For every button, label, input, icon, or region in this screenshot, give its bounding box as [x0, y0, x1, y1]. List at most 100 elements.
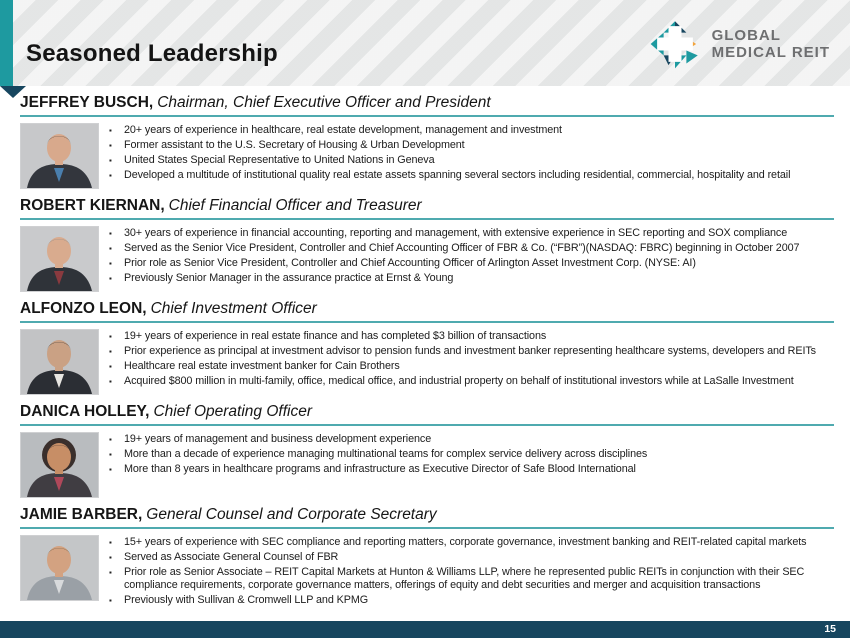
bullet-marker-icon: ▪ [109, 141, 112, 150]
bullet-text: 19+ years of experience in real estate f… [124, 330, 547, 342]
section-divider [20, 527, 834, 529]
executive-heading: ALFONZO LEON, Chief Investment Officer [20, 300, 834, 318]
bullet-text: United States Special Representative to … [124, 154, 435, 166]
bullet-marker-icon: ▪ [109, 347, 112, 356]
executive-section: ALFONZO LEON, Chief Investment Officer ▪ 1… [20, 300, 834, 395]
executive-heading: JAMIE BARBER, General Counsel and Corpora… [20, 506, 834, 524]
bullet-list: ▪ 19+ years of management and business de… [107, 433, 834, 498]
bullet-item: ▪ Prior role as Senior Associate – REIT C… [107, 566, 834, 592]
portrait-silhouette [21, 124, 98, 188]
page-title: Seasoned Leadership [26, 40, 278, 67]
bullet-marker-icon: ▪ [109, 377, 112, 386]
bullet-text: Served as Associate General Counsel of F… [124, 551, 339, 563]
bullet-text: Previously with Sullivan & Cromwell LLP … [124, 594, 369, 606]
bullet-item: ▪ Served as Associate General Counsel of … [107, 551, 834, 564]
bullet-marker-icon: ▪ [109, 274, 112, 283]
executive-section: DANICA HOLLEY, Chief Operating Officer ▪ 1… [20, 403, 834, 498]
executive-section: JAMIE BARBER, General Counsel and Corpora… [20, 506, 834, 609]
bullet-marker-icon: ▪ [109, 171, 112, 180]
executive-photo [20, 226, 99, 292]
portrait-silhouette [21, 330, 98, 394]
executive-title: Chief Financial Officer and Treasurer [168, 197, 422, 214]
bullet-list: ▪ 19+ years of experience in real estate … [107, 330, 834, 395]
executive-photo [20, 123, 99, 189]
bullet-text: Acquired $800 million in multi-family, o… [124, 375, 794, 387]
section-divider [20, 115, 834, 117]
bullet-list: ▪ 30+ years of experience in financial ac… [107, 227, 834, 292]
bullet-text: More than 8 years in healthcare programs… [124, 463, 636, 475]
bullet-item: ▪ 19+ years of management and business de… [107, 433, 834, 446]
bullet-item: ▪ 30+ years of experience in financial ac… [107, 227, 834, 240]
executive-section: ROBERT KIERNAN, Chief Financial Officer a… [20, 197, 834, 292]
page-number: 15 [824, 623, 836, 635]
bullet-text: Prior role as Senior Associate – REIT Ca… [124, 566, 805, 591]
bullet-list: ▪ 20+ years of experience in healthcare, … [107, 124, 834, 189]
section-divider [20, 218, 834, 220]
portrait-silhouette [21, 227, 98, 291]
bullet-marker-icon: ▪ [109, 156, 112, 165]
executive-name: DANICA HOLLEY, [20, 403, 150, 420]
bullet-marker-icon: ▪ [109, 538, 112, 547]
section-divider [20, 424, 834, 426]
executive-body: ▪ 20+ years of experience in healthcare, … [20, 123, 834, 189]
bullet-marker-icon: ▪ [109, 126, 112, 135]
bullet-text: Former assistant to the U.S. Secretary o… [124, 139, 465, 151]
executive-section: JEFFREY BUSCH, Chairman, Chief Executive … [20, 94, 834, 189]
bullet-marker-icon: ▪ [109, 244, 112, 253]
bullet-item: ▪ Previously with Sullivan & Cromwell LLP… [107, 594, 834, 607]
executive-photo [20, 535, 99, 601]
portrait-silhouette [21, 536, 98, 600]
bullet-item: ▪ Prior role as Senior Vice President, Co… [107, 257, 834, 270]
executive-heading: DANICA HOLLEY, Chief Operating Officer [20, 403, 834, 421]
company-name: GLOBAL MEDICAL REIT [712, 27, 830, 61]
executive-name: JAMIE BARBER, [20, 506, 143, 523]
bullet-item: ▪ Acquired $800 million in multi-family, … [107, 375, 834, 388]
bullet-item: ▪ 20+ years of experience in healthcare, … [107, 124, 834, 137]
bullet-item: ▪ 19+ years of experience in real estate … [107, 330, 834, 343]
bullet-text: More than a decade of experience managin… [124, 448, 648, 460]
executives-list: JEFFREY BUSCH, Chairman, Chief Executive … [20, 86, 834, 617]
bullet-marker-icon: ▪ [109, 553, 112, 562]
bullet-item: ▪ Former assistant to the U.S. Secretary … [107, 139, 834, 152]
executive-body: ▪ 19+ years of experience in real estate … [20, 329, 834, 395]
bullet-item: ▪ Served as the Senior Vice President, Co… [107, 242, 834, 255]
executive-body: ▪ 19+ years of management and business de… [20, 432, 834, 498]
bullet-text: Prior role as Senior Vice President, Con… [124, 257, 696, 269]
slide-footer: 15 [0, 621, 850, 638]
bullet-marker-icon: ▪ [109, 450, 112, 459]
bullet-item: ▪ 15+ years of experience with SEC compli… [107, 536, 834, 549]
bullet-text: 19+ years of management and business dev… [124, 433, 432, 445]
bullet-item: ▪ Healthcare real estate investment banke… [107, 360, 834, 373]
bullet-marker-icon: ▪ [109, 596, 112, 605]
bullet-item: ▪ Developed a multitude of institutional … [107, 169, 834, 182]
executive-title: Chief Operating Officer [153, 403, 312, 420]
bullet-text: Healthcare real estate investment banker… [124, 360, 400, 372]
logo-line2: MEDICAL REIT [711, 44, 830, 61]
bullet-text: 15+ years of experience with SEC complia… [124, 536, 807, 548]
executive-heading: JEFFREY BUSCH, Chairman, Chief Executive … [20, 94, 834, 112]
company-logo: GLOBAL MEDICAL REIT [649, 18, 830, 70]
bullet-marker-icon: ▪ [109, 229, 112, 238]
bullet-marker-icon: ▪ [109, 435, 112, 444]
bullet-item: ▪ More than a decade of experience managi… [107, 448, 834, 461]
executive-photo [20, 329, 99, 395]
accent-arrow-icon [0, 86, 26, 98]
executive-body: ▪ 15+ years of experience with SEC compli… [20, 535, 834, 609]
accent-bar [0, 0, 13, 86]
bullet-item: ▪ Prior experience as principal at invest… [107, 345, 834, 358]
executive-heading: ROBERT KIERNAN, Chief Financial Officer a… [20, 197, 834, 215]
executive-body: ▪ 30+ years of experience in financial ac… [20, 226, 834, 292]
bullet-text: 30+ years of experience in financial acc… [124, 227, 788, 239]
bullet-item: ▪ Previously Senior Manager in the assura… [107, 272, 834, 285]
bullet-text: Developed a multitude of institutional q… [124, 169, 791, 181]
bullet-item: ▪ United States Special Representative to… [107, 154, 834, 167]
executive-name: JEFFREY BUSCH, [20, 94, 154, 111]
bullet-text: Prior experience as principal at investm… [124, 345, 816, 357]
executive-title: General Counsel and Corporate Secretary [146, 506, 437, 523]
bullet-text: 20+ years of experience in healthcare, r… [124, 124, 562, 136]
executive-name: ALFONZO LEON, [20, 300, 147, 317]
slide-header: Seasoned Leadership GLOBAL MEDICAL REIT [13, 0, 850, 86]
portrait-silhouette [21, 433, 98, 497]
bullet-marker-icon: ▪ [109, 259, 112, 268]
